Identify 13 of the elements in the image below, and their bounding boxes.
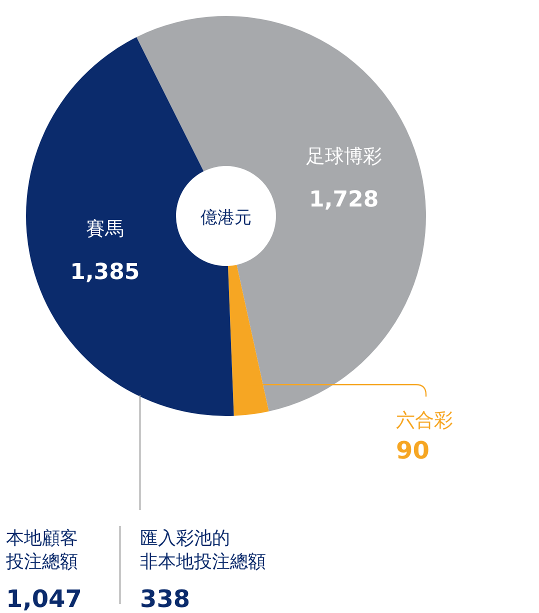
data-label: 1,385 (70, 260, 140, 286)
slice-label: 足球博彩 (306, 145, 382, 168)
text: 匯入彩池的非本地投注總額 (140, 528, 266, 572)
text: 億港元 (200, 208, 252, 228)
slice-label: 六合彩 (396, 410, 453, 432)
text: 本地顧客投注總額 (5, 528, 78, 572)
text: 1,047 (6, 585, 82, 613)
donut-slice (228, 264, 269, 416)
data-label: 1,728 (309, 187, 379, 212)
slice-label: 賽馬 (86, 218, 124, 240)
donut-slice (26, 37, 234, 416)
data-label: 90 (396, 436, 430, 465)
text: 338 (140, 585, 190, 613)
